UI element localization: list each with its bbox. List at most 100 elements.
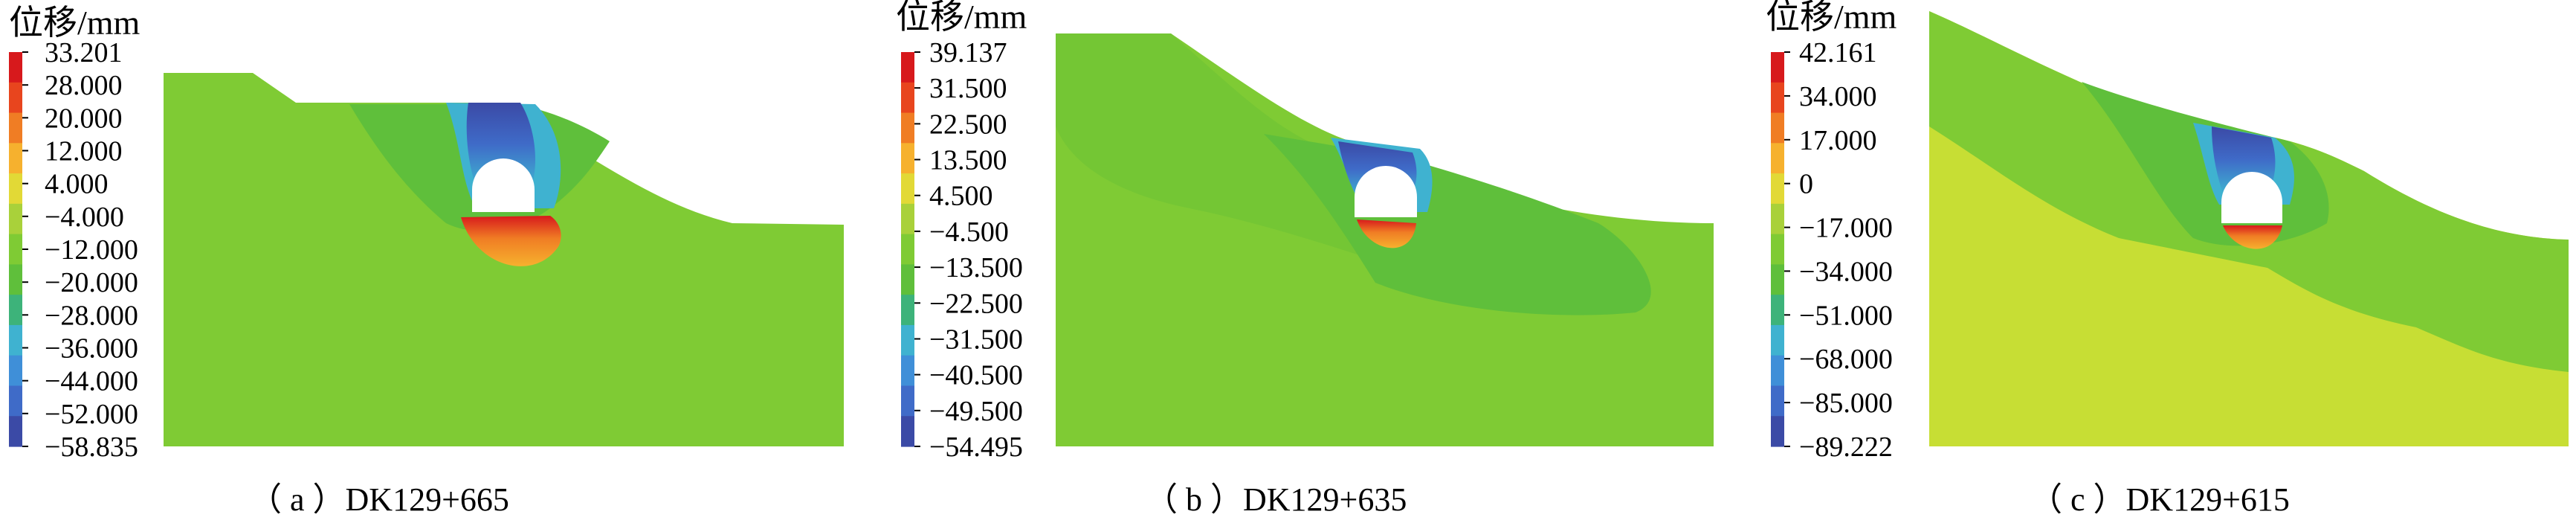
legend-title-c: 位移/mm xyxy=(1766,0,1897,36)
colorbar-segment xyxy=(901,203,914,235)
colorbar-segment xyxy=(1771,264,1784,295)
colorbar-tick-label: −89.222 xyxy=(1799,432,1893,463)
colorbar-ticks-c: 42.161 34.000 17.000 0 −17.000 −34.000 −51.000… xyxy=(1784,37,1893,463)
colorbar-segment xyxy=(901,143,914,174)
colorbar-segment xyxy=(1771,385,1784,417)
colorbar-tick-label: 22.500 xyxy=(929,109,1007,140)
colorbar-segment xyxy=(901,355,914,387)
tunnel-opening-c xyxy=(2221,172,2282,223)
colorbar-segment xyxy=(901,264,914,295)
legend-title-b: 位移/mm xyxy=(896,0,1027,36)
colorbar-segment xyxy=(1771,295,1784,326)
contour-plot-b xyxy=(1056,33,1714,446)
colorbar-segment xyxy=(1771,82,1784,114)
colorbar-tick-label: −49.500 xyxy=(929,396,1023,427)
colorbar-segment xyxy=(1771,173,1784,205)
colorbar-a xyxy=(9,52,22,447)
colorbar-segment xyxy=(1771,355,1784,387)
panel-caption-c: （ c ）DK129+615 xyxy=(2030,481,2290,518)
invert-zone-b xyxy=(1357,219,1416,248)
colorbar-tick-label: 13.500 xyxy=(929,145,1007,176)
colorbar-segment xyxy=(1771,416,1784,447)
colorbar-segment xyxy=(1771,52,1784,83)
colorbar-tick-label: −44.000 xyxy=(45,366,138,397)
colorbar-tick-label: −40.500 xyxy=(929,360,1023,391)
colorbar-segment xyxy=(1771,112,1784,144)
colorbar-tick-label: −58.835 xyxy=(45,432,138,463)
colorbar-segment xyxy=(901,112,914,144)
colorbar-segment xyxy=(9,385,22,417)
contour-plot-c xyxy=(1929,11,2569,446)
colorbar-tick-label: −68.000 xyxy=(1799,344,1893,375)
colorbar-segment xyxy=(901,324,914,356)
tunnel-opening-a xyxy=(472,158,535,212)
colorbar-b xyxy=(901,52,914,447)
colorbar-tick-label: −17.000 xyxy=(1799,213,1893,244)
colorbar-segment xyxy=(901,295,914,326)
colorbar-segment xyxy=(901,416,914,447)
colorbar-tick-label: −12.000 xyxy=(45,234,138,266)
invert-zone-a xyxy=(461,216,561,266)
colorbar-tick-label: −36.000 xyxy=(45,333,138,365)
panel-c: 位移/mm 42.161 34.000 17.000 0 −17.000 −34.000 −… xyxy=(1766,0,2569,518)
colorbar-segment xyxy=(9,324,22,356)
colorbar-segment xyxy=(9,295,22,326)
colorbar-tick-label: 39.137 xyxy=(929,37,1007,68)
colorbar-segment xyxy=(1771,324,1784,356)
colorbar-segment xyxy=(9,82,22,114)
invert-zone-c xyxy=(2223,225,2282,249)
colorbar-ticks-a: 33.20128.00020.00012.0004.000−4.000−12.0… xyxy=(22,37,138,463)
colorbar-tick-label: −51.000 xyxy=(1799,300,1893,331)
colorbar-tick-label: 4.500 xyxy=(929,181,993,212)
colorbar-segment xyxy=(901,52,914,83)
colorbar-segment xyxy=(901,173,914,205)
colorbar-ticks-b: 39.137 31.500 22.500 13.500 4.500 −4.500 −13.5… xyxy=(914,37,1023,463)
colorbar-tick-label: −13.500 xyxy=(929,252,1023,283)
colorbar-segment xyxy=(9,52,22,83)
colorbar-c xyxy=(1771,52,1784,447)
colorbar-tick-label: −85.000 xyxy=(1799,388,1893,419)
colorbar-segment xyxy=(9,234,22,265)
colorbar-segment xyxy=(9,112,22,144)
colorbar-tick-label: 12.000 xyxy=(45,136,123,167)
colorbar-segment xyxy=(1771,203,1784,235)
colorbar-tick-label: 20.000 xyxy=(45,103,123,134)
panel-a: 位移/mm 33.20128.00020.00012.0004.000−4.00… xyxy=(9,4,844,518)
colorbar-tick-label: 42.161 xyxy=(1799,37,1877,68)
colorbar-tick-label: −52.000 xyxy=(45,399,138,430)
colorbar-tick-label: −28.000 xyxy=(45,300,138,331)
colorbar-tick-label: −4.500 xyxy=(929,217,1009,248)
colorbar-tick-label: 34.000 xyxy=(1799,81,1877,112)
colorbar-tick-label: −34.000 xyxy=(1799,256,1893,287)
colorbar-tick-label: −4.000 xyxy=(45,202,124,233)
colorbar-segment xyxy=(901,385,914,417)
colorbar-segment xyxy=(9,264,22,295)
colorbar-tick-label: 28.000 xyxy=(45,70,123,101)
contour-plot-a xyxy=(164,73,844,446)
colorbar-tick-label: 4.000 xyxy=(45,169,109,200)
colorbar-segment xyxy=(9,173,22,205)
panel-caption-a: （ a ）DK129+665 xyxy=(249,481,509,518)
legend-title-a: 位移/mm xyxy=(9,4,141,42)
colorbar-tick-label: −54.495 xyxy=(929,432,1023,463)
colorbar-segment xyxy=(9,416,22,447)
colorbar-segment xyxy=(9,143,22,174)
colorbar-tick-label: 33.201 xyxy=(45,37,123,68)
tunnel-opening-b xyxy=(1355,166,1417,217)
colorbar-segment xyxy=(901,82,914,114)
colorbar-tick-label: −22.500 xyxy=(929,288,1023,319)
colorbar-segment xyxy=(1771,143,1784,174)
colorbar-segment xyxy=(9,203,22,235)
colorbar-tick-label: 31.500 xyxy=(929,73,1007,104)
settlement-zone-b xyxy=(1056,33,1398,268)
colorbar-tick-label: 17.000 xyxy=(1799,125,1877,156)
colorbar-segment xyxy=(1771,234,1784,265)
panel-caption-b: （ b ）DK129+635 xyxy=(1145,481,1407,518)
colorbar-tick-label: −20.000 xyxy=(45,267,138,298)
colorbar-segment xyxy=(901,234,914,265)
panel-b: 位移/mm 39.137 31.500 22.500 13.500 4.500 −4.50… xyxy=(896,0,1714,518)
colorbar-segment xyxy=(9,355,22,387)
colorbar-tick-label: −31.500 xyxy=(929,324,1023,356)
colorbar-tick-label: 0 xyxy=(1799,169,1813,200)
